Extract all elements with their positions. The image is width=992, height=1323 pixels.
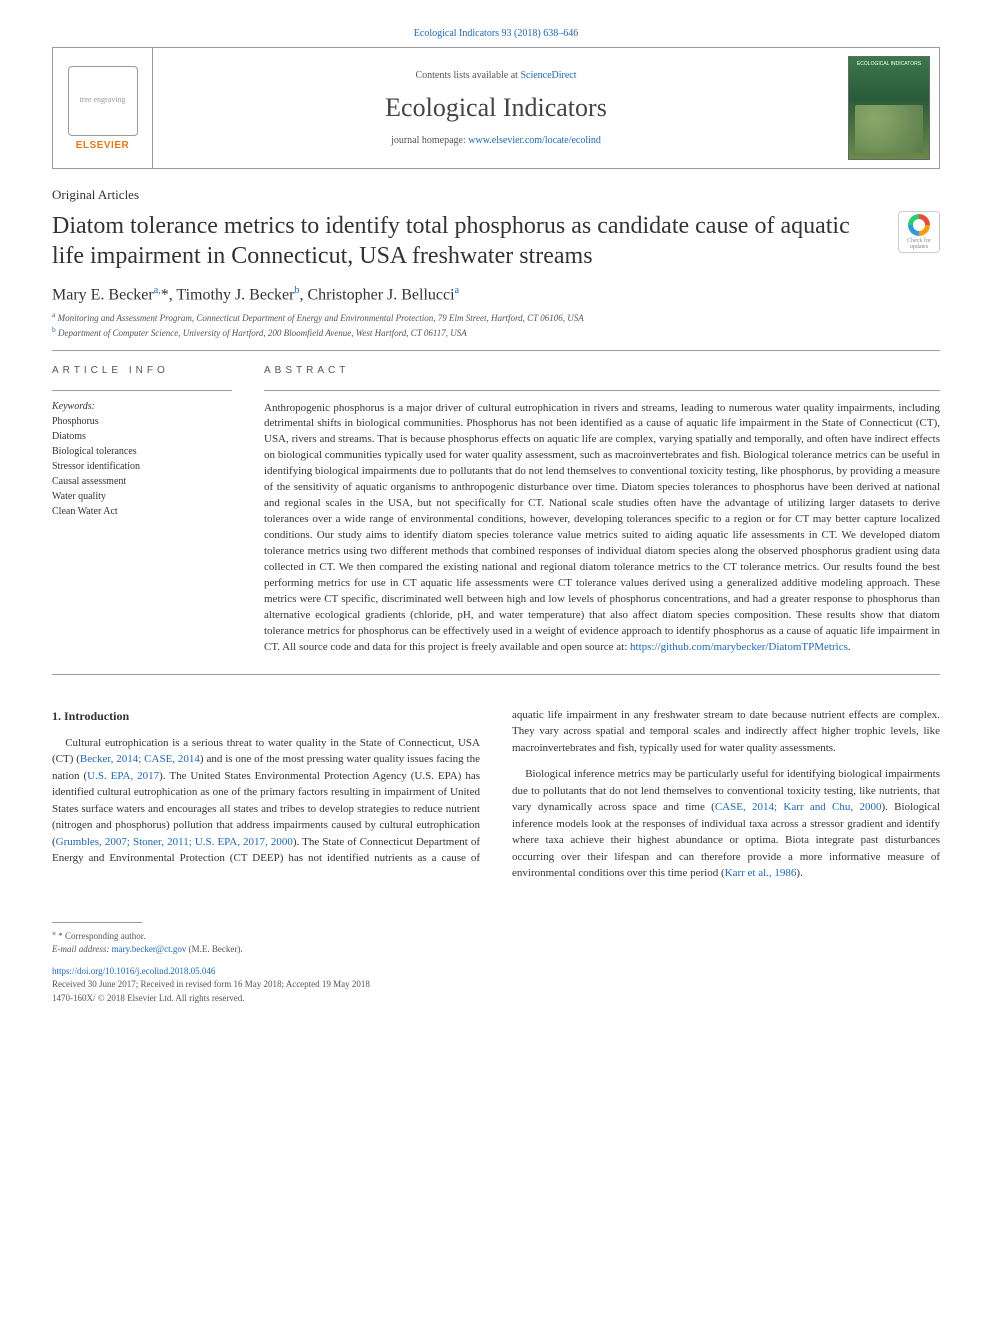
article-info-column: ARTICLE INFO Keywords: PhosphorusDiatoms… [52,365,232,656]
publisher-logo-cell: tree engraving ELSEVIER [53,48,153,168]
corresponding-email-link[interactable]: mary.becker@ct.gov [112,944,187,954]
divider-abstract [264,390,940,391]
copyright-line: 1470-160X/ © 2018 Elsevier Ltd. All righ… [52,992,940,1006]
elsevier-wordmark: ELSEVIER [76,140,129,151]
email-line: E-mail address: mary.becker@ct.gov (M.E.… [52,943,940,957]
abstract-period: . [848,641,851,653]
corresponding-author-note: ⁎ * Corresponding author. [52,927,940,944]
abstract-body: Anthropogenic phosphorus is a major driv… [264,402,940,653]
elsevier-logo: tree engraving ELSEVIER [68,66,138,151]
keyword-item: Water quality [52,489,232,504]
keyword-item: Stressor identification [52,459,232,474]
sciencedirect-link[interactable]: ScienceDirect [520,70,576,81]
info-abstract-row: ARTICLE INFO Keywords: PhosphorusDiatoms… [52,365,940,656]
crossmark-icon [908,214,930,236]
corr-author-text: * Corresponding author. [58,931,145,941]
intro-paragraph-2: Biological inference metrics may be part… [512,766,940,882]
homepage-prefix: journal homepage: [391,135,468,146]
journal-cover-cell [839,48,939,168]
keyword-item: Clean Water Act [52,504,232,519]
divider-info [52,390,232,391]
abstract-text: Anthropogenic phosphorus is a major driv… [264,401,940,656]
divider-top [52,350,940,351]
cite-grumbles-2007[interactable]: Grumbles, 2007; Stoner, 2011; U.S. EPA, … [56,836,293,848]
intro-p2-c: ). [796,867,802,879]
journal-cover-thumbnail [848,56,930,160]
email-label: E-mail address: [52,944,112,954]
abstract-heading: ABSTRACT [264,365,940,376]
journal-name: Ecological Indicators [385,93,607,123]
doi-link[interactable]: https://doi.org/10.1016/j.ecolind.2018.0… [52,965,940,979]
abstract-column: ABSTRACT Anthropogenic phosphorus is a m… [264,365,940,656]
keyword-item: Biological tolerances [52,444,232,459]
keyword-item: Diatoms [52,429,232,444]
abstract-github-link[interactable]: https://github.com/marybecker/DiatomTPMe… [630,641,848,653]
divider-after-abstract [52,674,940,675]
cite-becker-2014[interactable]: Becker, 2014; CASE, 2014 [80,753,200,765]
keyword-item: Causal assessment [52,474,232,489]
body-two-column: 1. Introduction Cultural eutrophication … [52,707,940,882]
journal-citation-header: Ecological Indicators 93 (2018) 638–646 [52,28,940,39]
crossmark-label: Check for updates [899,238,939,250]
title-row: Diatom tolerance metrics to identify tot… [52,211,940,271]
affiliations-block: a Monitoring and Assessment Program, Con… [52,310,940,339]
masthead-center: Contents lists available at ScienceDirec… [153,48,839,168]
intro-p1-e: life impairment in any freshwater stream… [512,709,940,754]
footer-rule [52,922,142,923]
authors-line: Mary E. Beckera,*, Timothy J. Beckerb, C… [52,285,940,304]
homepage-line: journal homepage: www.elsevier.com/locat… [391,135,601,146]
cite-epa-2017[interactable]: U.S. EPA, 2017 [87,770,159,782]
article-type-label: Original Articles [52,187,940,203]
footer-block: ⁎ * Corresponding author. E-mail address… [52,922,940,1006]
keyword-item: Phosphorus [52,414,232,429]
article-info-heading: ARTICLE INFO [52,365,232,376]
elsevier-tree-icon: tree engraving [68,66,138,136]
cite-karr-1986[interactable]: Karr et al., 1986 [725,867,797,879]
cite-case-2014[interactable]: CASE, 2014; Karr and Chu, 2000 [715,801,882,813]
intro-heading: 1. Introduction [52,707,480,725]
received-line: Received 30 June 2017; Received in revis… [52,978,940,992]
keywords-heading: Keywords: [52,401,232,412]
masthead: tree engraving ELSEVIER Contents lists a… [52,47,940,169]
homepage-link[interactable]: www.elsevier.com/locate/ecolind [468,135,601,146]
email-suffix: (M.E. Becker). [186,944,242,954]
contents-prefix: Contents lists available at [415,70,520,81]
crossmark-badge[interactable]: Check for updates [898,211,940,253]
keywords-list: PhosphorusDiatomsBiological tolerancesSt… [52,414,232,519]
contents-line: Contents lists available at ScienceDirec… [415,70,576,81]
article-title: Diatom tolerance metrics to identify tot… [52,211,882,271]
